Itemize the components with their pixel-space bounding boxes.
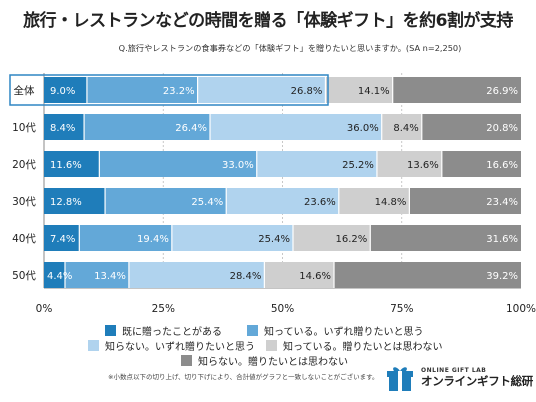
x-tick-label: 0% — [36, 303, 53, 315]
category-label: 30代 — [12, 196, 36, 208]
data-label: 25.2% — [342, 160, 374, 171]
chart-subtitle: Q.旅行やレストランの食事券などの「体験ギフト」を贈りたいと思いますか。(SA … — [118, 43, 462, 53]
data-label: 33.0% — [222, 160, 254, 171]
data-label: 19.4% — [137, 234, 169, 245]
bar-segment — [44, 188, 106, 214]
bar-segment — [421, 114, 521, 140]
bar-segment — [292, 225, 371, 251]
category-label: 10代 — [12, 122, 36, 134]
data-label: 14.1% — [358, 86, 390, 97]
data-label: 25.4% — [258, 234, 290, 245]
bar-segment — [338, 188, 410, 214]
bar-segment — [256, 151, 377, 177]
bar-segment — [209, 114, 382, 140]
bar-segment — [86, 77, 198, 103]
data-label: 26.9% — [486, 86, 518, 97]
chart-title: 旅行・レストランなどの時間を贈る「体験ギフト」を約6割が支持 — [23, 11, 513, 31]
bar-segment — [226, 188, 339, 214]
category-label: 40代 — [12, 233, 36, 245]
data-label: 14.6% — [299, 271, 331, 282]
bar-segment — [128, 262, 265, 288]
data-label: 28.4% — [230, 271, 262, 282]
x-tick-label: 75% — [390, 303, 413, 315]
bar-segment — [44, 77, 87, 103]
bar-segment — [264, 262, 335, 288]
data-label: 23.6% — [304, 197, 336, 208]
data-label: 16.2% — [335, 234, 367, 245]
brand-logo: ONLINE GIFT LAB オンラインギフト総研 — [385, 358, 535, 398]
bar-segment — [64, 262, 129, 288]
bar-segment — [392, 77, 521, 103]
x-tick-label: 100% — [506, 303, 536, 315]
category-label: 50代 — [12, 270, 36, 282]
bar-segment — [44, 262, 65, 288]
data-label: 8.4% — [393, 123, 418, 134]
data-label: 20.8% — [486, 123, 518, 134]
bar-segment — [441, 151, 521, 177]
bar-segment — [105, 188, 227, 214]
highlight-box — [9, 74, 329, 106]
gift-box-icon — [387, 367, 413, 391]
data-label: 36.0% — [347, 123, 379, 134]
bar-segment — [334, 262, 521, 288]
data-label: 12.8% — [50, 197, 82, 208]
data-label: 11.6% — [50, 160, 82, 171]
data-label: 26.4% — [175, 123, 207, 134]
data-label: 7.4% — [50, 234, 75, 245]
data-label: 23.4% — [486, 197, 518, 208]
x-tick-label: 50% — [271, 303, 294, 315]
bar-segment — [99, 151, 257, 177]
data-label: 13.4% — [94, 271, 126, 282]
logo-name: オンラインギフト総研 — [421, 373, 533, 388]
data-label: 26.8% — [291, 86, 323, 97]
bar-segment — [376, 151, 442, 177]
bar-segment — [84, 114, 210, 140]
x-tick-label: 25% — [152, 303, 175, 315]
bar-segment — [79, 225, 172, 251]
bar-segment — [381, 114, 422, 140]
bar-segment — [409, 188, 521, 214]
data-label: 9.0% — [50, 86, 75, 97]
category-label: 全体 — [14, 84, 35, 97]
data-label: 39.2% — [486, 271, 518, 282]
category-label: 20代 — [12, 159, 36, 171]
bar-segment — [44, 225, 80, 251]
data-label: 23.2% — [163, 86, 195, 97]
footnote: ※小数点以下の切り上げ、切り下げにより、合計値がグラフと一致しないことがございま… — [108, 373, 379, 381]
data-label: 31.6% — [486, 234, 518, 245]
bar-segment — [197, 77, 326, 103]
bar-segment — [370, 225, 521, 251]
data-label: 25.4% — [191, 197, 223, 208]
data-label: 4.4% — [47, 271, 72, 282]
data-label: 13.6% — [407, 160, 439, 171]
bar-segment — [171, 225, 293, 251]
logo-subtitle: ONLINE GIFT LAB — [421, 367, 487, 375]
data-label: 14.8% — [375, 197, 407, 208]
bar-segment — [44, 114, 85, 140]
bar-segment — [44, 151, 100, 177]
bar-segment — [325, 77, 393, 103]
data-label: 8.4% — [50, 123, 75, 134]
data-label: 16.6% — [486, 160, 518, 171]
